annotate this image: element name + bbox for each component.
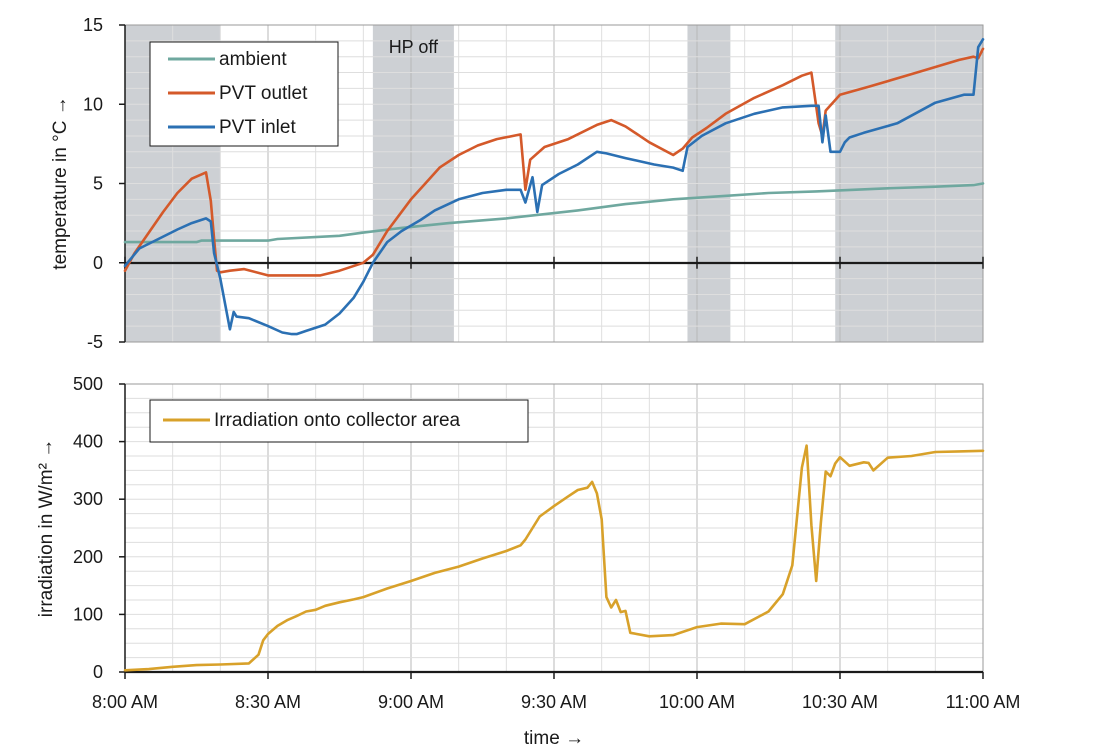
legend-label-irradiation: Irradiation onto collector area: [214, 410, 461, 431]
temperature-series-ambient: [123, 182, 985, 244]
irradiation-y-tick-label: 100: [73, 604, 103, 624]
irradiation-y-tick-label: 300: [73, 489, 103, 509]
temperature-y-tick-label: 0: [93, 253, 103, 273]
hp-off-annotation: HP off: [389, 37, 439, 57]
temperature-y-tick-label: 5: [93, 174, 103, 194]
irradiation-x-ticks: 8:00 AM 8:30 AM 9:00 AM 9:30 AM 10:00 AM 10:3…: [92, 672, 1020, 712]
irradiation-legend-box: [149, 399, 529, 443]
time-axis-label: time →: [524, 728, 584, 749]
time-tick-label: 11:00 AM: [946, 692, 1021, 712]
irradiation-y-tick-label: 200: [73, 547, 103, 567]
irradiation-panel: 8:00 AM 8:30 AM 9:00 AM 9:30 AM 10:00 AM 10:3…: [36, 374, 1020, 749]
irradiation-series-irradiation-onto-collector-area: [123, 444, 985, 672]
temperature-y-tick-label: 15: [83, 15, 103, 35]
time-tick-label: 9:00 AM: [378, 692, 444, 712]
time-tick-label: 8:30 AM: [235, 692, 301, 712]
legend-label-pvt-outlet: PVT outlet: [219, 83, 308, 104]
time-tick-label: 8:00 AM: [92, 692, 158, 712]
temperature-series-pvt-inlet: [123, 37, 985, 336]
temperature-legend: ambient PVT outlet PVT inlet: [149, 41, 339, 147]
temperature-y-ticks: -5 0 5 10 15: [83, 15, 125, 352]
irradiation-y-axis-label: irradiation in W/m² →: [36, 439, 57, 617]
irradiation-y-tick-label: 0: [93, 662, 103, 682]
time-tick-label: 9:30 AM: [521, 692, 587, 712]
irradiation-y-ticks: 0 100 200 300 400 500: [73, 374, 125, 682]
legend-label-pvt-inlet: PVT inlet: [219, 117, 296, 138]
temperature-panel: -5 0 5 10 15 HP off ambient PVT outlet PVT i…: [50, 15, 985, 352]
irradiation-y-tick-label: 500: [73, 374, 103, 394]
temperature-series: [123, 37, 985, 336]
legend-label-ambient: ambient: [219, 49, 287, 70]
irradiation-series: [123, 444, 985, 672]
temperature-y-tick-label: 10: [83, 94, 103, 114]
time-tick-label: 10:00 AM: [659, 692, 735, 712]
irradiation-legend: Irradiation onto collector area: [149, 399, 529, 443]
irradiation-grid: [124, 383, 984, 673]
irradiation-y-tick-label: 400: [73, 432, 103, 452]
temperature-y-tick-label: -5: [87, 332, 103, 352]
temperature-y-axis-label: temperature in °C →: [50, 96, 71, 269]
time-tick-label: 10:30 AM: [802, 692, 878, 712]
